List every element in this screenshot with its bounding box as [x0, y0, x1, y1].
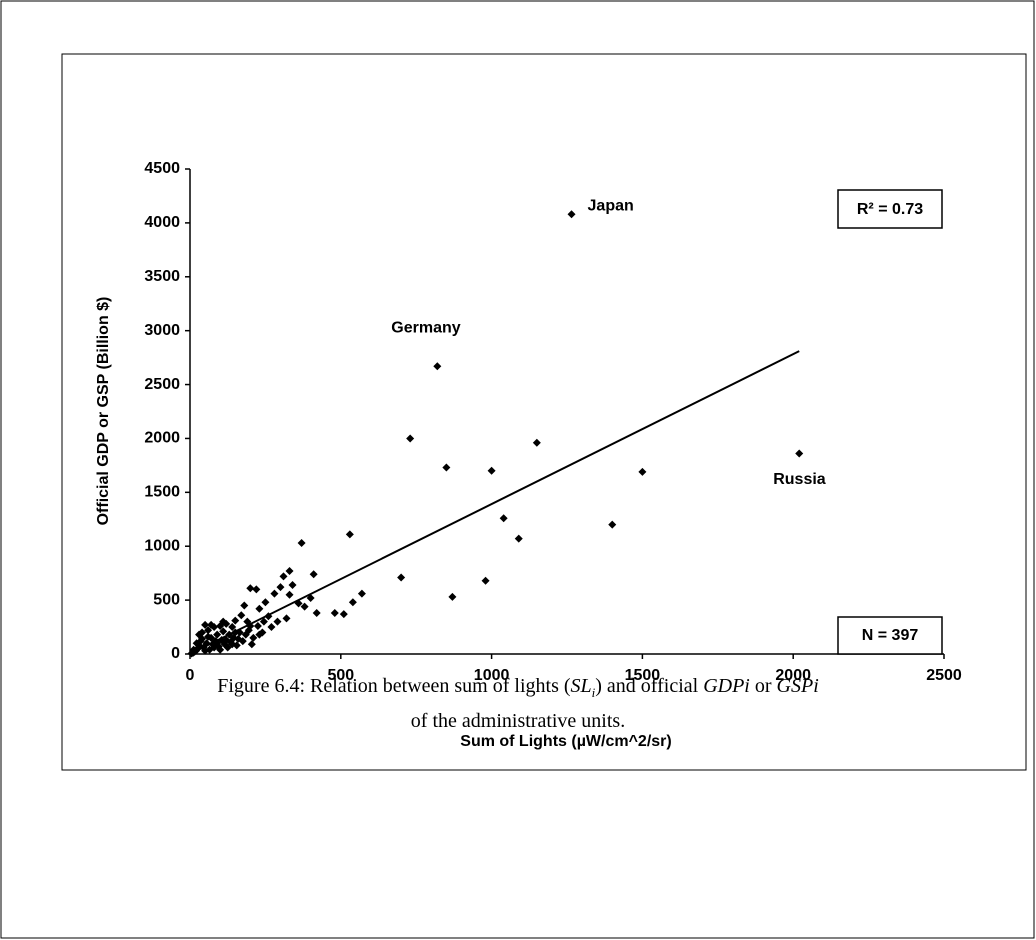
point	[345, 530, 354, 539]
caption-line: Figure 6.4: Relation between sum of ligh…	[0, 672, 1036, 707]
point	[192, 639, 201, 648]
x-tick-label: 500	[327, 667, 354, 684]
point	[273, 617, 282, 626]
y-tick-label: 4000	[144, 214, 180, 231]
n-box	[837, 616, 943, 655]
point	[249, 633, 258, 642]
point	[285, 567, 294, 576]
point	[279, 572, 288, 581]
point	[285, 590, 294, 599]
annotation: Japan	[588, 197, 634, 214]
point	[216, 645, 225, 654]
point	[339, 610, 348, 619]
point	[259, 617, 268, 626]
x-tick-label: 0	[186, 667, 195, 684]
point	[795, 449, 804, 458]
point	[219, 617, 228, 626]
caption-text: or	[749, 675, 777, 697]
point	[481, 576, 490, 585]
x-tick-label: 2500	[926, 667, 962, 684]
point	[282, 614, 291, 623]
x-tick-label: 1000	[474, 667, 510, 684]
point	[312, 609, 321, 618]
point	[261, 598, 270, 607]
point	[567, 210, 576, 219]
y-tick-label: 2500	[144, 376, 180, 393]
point	[240, 601, 249, 610]
point	[442, 463, 451, 472]
point	[219, 627, 228, 636]
point	[270, 589, 279, 598]
point	[357, 589, 366, 598]
annotation: Germany	[391, 319, 460, 336]
y-tick-label: 0	[171, 645, 180, 662]
point	[300, 602, 309, 611]
point	[276, 583, 285, 592]
point	[499, 514, 508, 523]
point	[253, 621, 262, 630]
n-label: N = 397	[862, 627, 919, 644]
point	[237, 611, 246, 620]
point	[608, 520, 617, 529]
trend-line	[189, 350, 800, 655]
point	[297, 538, 306, 547]
point	[231, 616, 240, 625]
point	[406, 434, 415, 443]
x-tick-label: 2000	[775, 667, 811, 684]
point	[207, 620, 216, 629]
x-axis-title: Sum of Lights (µW/cm^2/sr)	[460, 733, 671, 750]
annotation: Russia	[773, 471, 826, 488]
caption-text: ) and official	[595, 675, 704, 697]
point	[448, 592, 457, 601]
figure-caption: Figure 6.4: Relation between sum of ligh…	[0, 672, 1036, 735]
y-tick-label: 2000	[144, 430, 180, 447]
point	[201, 646, 210, 655]
caption-subscript: i	[591, 685, 596, 700]
y-tick-label: 3500	[144, 268, 180, 285]
point	[252, 585, 261, 594]
point	[255, 630, 264, 639]
point	[638, 467, 647, 476]
point	[246, 584, 255, 593]
point	[213, 630, 222, 639]
chart-border	[61, 53, 1027, 771]
point	[228, 623, 237, 632]
y-tick-label: 4500	[144, 160, 180, 177]
caption-italic: GSPi	[776, 675, 819, 697]
y-tick-label: 1000	[144, 537, 180, 554]
point	[228, 640, 237, 649]
point	[201, 620, 210, 629]
y-tick-label: 3000	[144, 322, 180, 339]
point	[514, 534, 523, 543]
point	[204, 626, 213, 635]
point	[397, 573, 406, 582]
r-squared: R² = 0.73	[857, 201, 923, 218]
point	[330, 609, 339, 618]
x-tick-label: 1500	[625, 667, 661, 684]
caption-text: Figure 6.4: Relation between sum of ligh…	[217, 675, 571, 697]
point	[255, 604, 264, 613]
point	[247, 640, 256, 649]
point	[433, 362, 442, 371]
point	[348, 598, 357, 607]
point	[204, 632, 213, 641]
caption-line: of the administrative units.	[410, 710, 626, 732]
point	[267, 623, 276, 632]
caption-italic: GDPi	[703, 675, 750, 697]
point	[309, 570, 318, 579]
point	[288, 581, 297, 590]
caption-italic: SL	[570, 675, 592, 697]
r-squared-box	[837, 189, 943, 229]
y-axis-title: Official GDP or GSP (Billion $)	[95, 297, 112, 526]
point	[532, 438, 541, 447]
point	[195, 630, 204, 639]
point	[487, 466, 496, 475]
point	[234, 634, 243, 643]
y-tick-label: 1500	[144, 484, 180, 501]
y-tick-label: 500	[153, 591, 180, 608]
